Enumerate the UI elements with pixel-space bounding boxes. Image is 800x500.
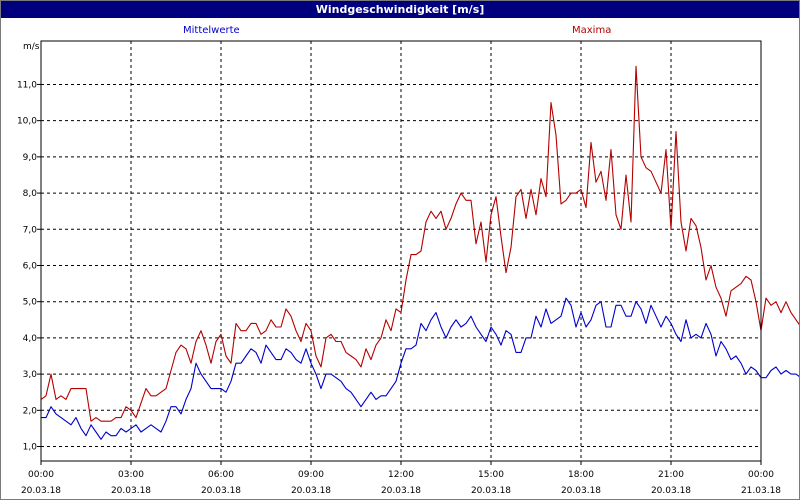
- y-tick-label: 6,0: [23, 261, 38, 271]
- x-tick-date-label: 20.03.18: [111, 486, 151, 496]
- x-tick-date-label: 20.03.18: [21, 486, 61, 496]
- y-tick-label: 3,0: [23, 370, 38, 380]
- legend-mittelwerte: Mittelwerte: [183, 25, 240, 36]
- x-tick-time-label: 00:00: [28, 470, 54, 480]
- y-tick-label: 1,0: [23, 443, 38, 453]
- y-tick-label: 10,0: [17, 117, 37, 127]
- x-tick-time-label: 09:00: [298, 470, 324, 480]
- legend-maxima: Maxima: [572, 25, 612, 36]
- x-tick-time-label: 15:00: [478, 470, 504, 480]
- x-tick-time-label: 00:00: [748, 470, 774, 480]
- y-tick-label: 8,0: [23, 189, 38, 199]
- x-tick-date-label: 20.03.18: [471, 486, 511, 496]
- series-line-mittelwerte: [41, 297, 799, 440]
- x-tick-time-label: 18:00: [568, 470, 594, 480]
- x-tick-time-label: 12:00: [388, 470, 414, 480]
- grid: [41, 41, 761, 461]
- y-tick-label: 4,0: [23, 334, 38, 344]
- y-tick-label: 2,0: [23, 406, 38, 416]
- series-line-maxima: [40, 65, 799, 422]
- x-tick-time-label: 21:00: [658, 470, 684, 480]
- y-tick-label: 5,0: [23, 298, 38, 308]
- x-tick-date-label: 21.03.18: [741, 486, 781, 496]
- x-tick-time-label: 06:00: [208, 470, 234, 480]
- y-tick-label: 7,0: [23, 225, 38, 235]
- series-lines: [40, 65, 799, 440]
- x-axis: 00:00 20.03.18 03:00 20.03.18 06:00 20.03.18 0…: [21, 461, 781, 496]
- plot-frame: [40, 40, 762, 462]
- chart-title: Windgeschwindigkeit [m/s]: [1, 1, 799, 18]
- x-tick-date-label: 20.03.18: [381, 486, 421, 496]
- y-tick-label: 11,0: [17, 80, 37, 90]
- y-axis-unit-label: m/s: [23, 42, 40, 52]
- y-axis: 1,0 2,0 3,0 4,0 5,0 6,0 7,0 8,0 9,0 10,0 11,0: [17, 80, 41, 453]
- x-tick-date-label: 20.03.18: [561, 486, 601, 496]
- y-tick-label: 9,0: [23, 153, 38, 163]
- x-tick-date-label: 20.03.18: [651, 486, 691, 496]
- x-tick-date-label: 20.03.18: [201, 486, 241, 496]
- x-tick-date-label: 20.03.18: [291, 486, 331, 496]
- x-tick-time-label: 03:00: [118, 470, 144, 480]
